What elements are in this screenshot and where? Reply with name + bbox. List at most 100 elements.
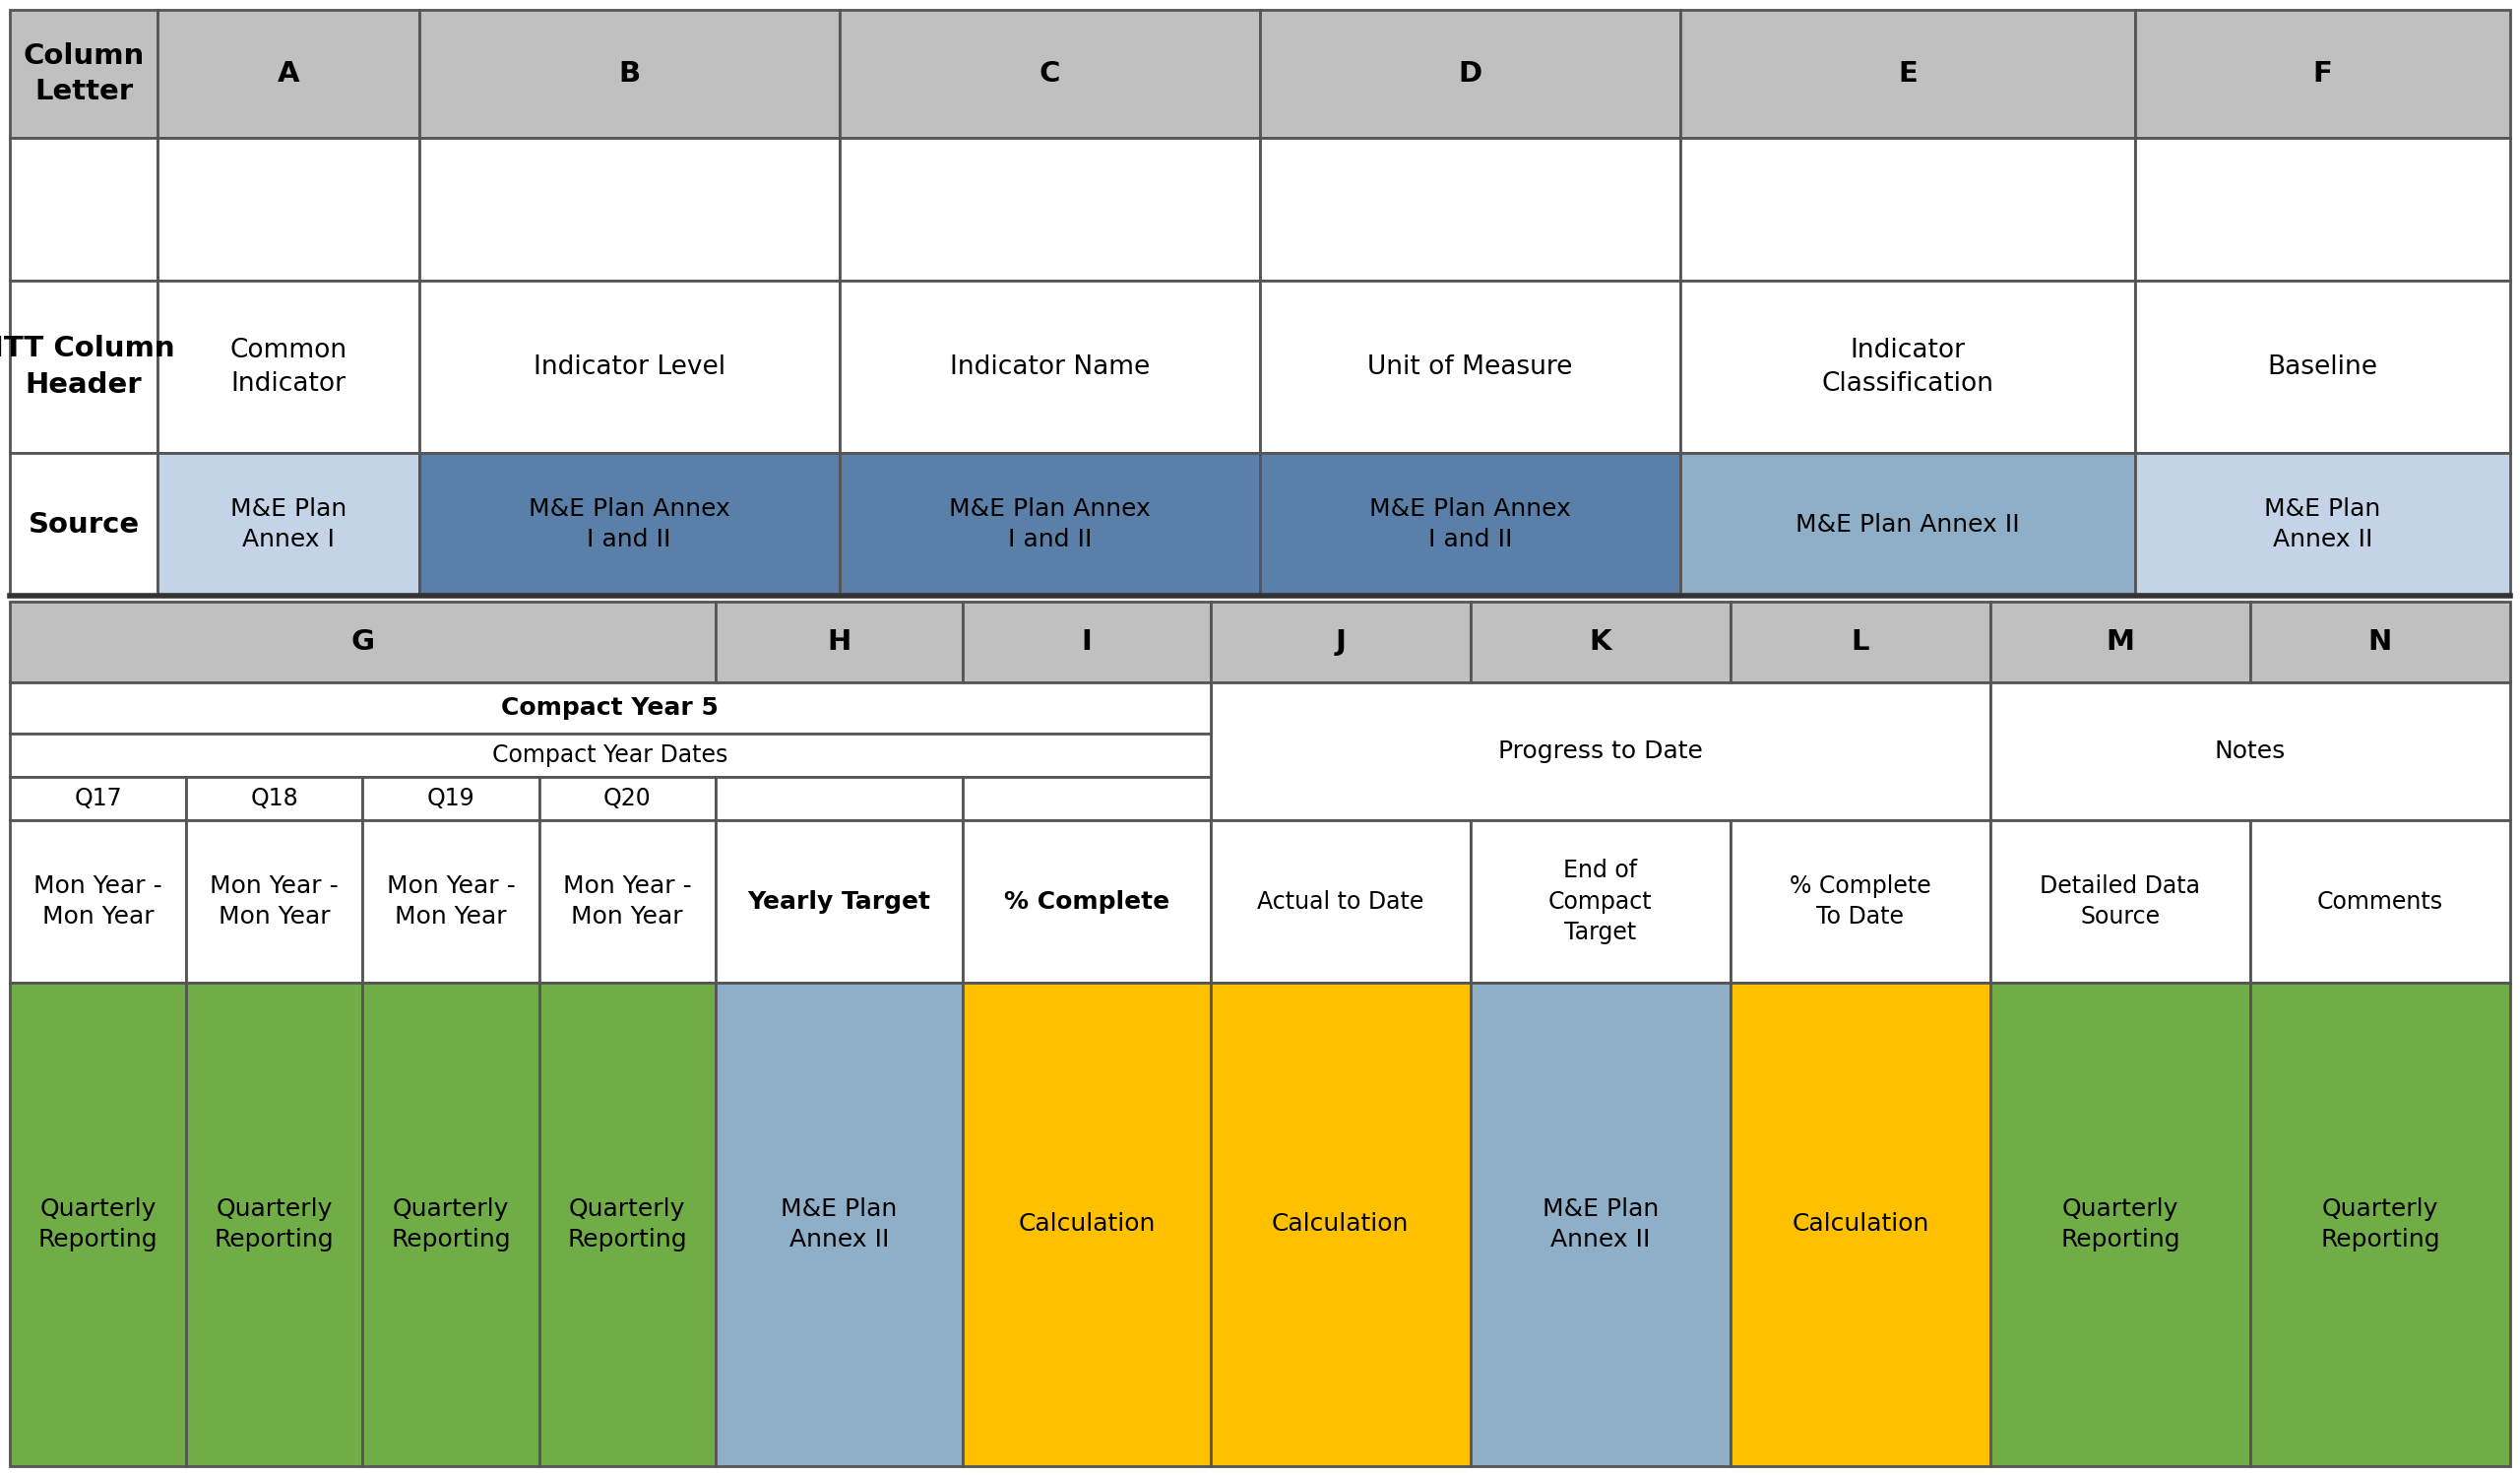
Text: Source: Source xyxy=(28,511,139,539)
Bar xyxy=(1991,682,2510,821)
Bar xyxy=(716,821,963,983)
Text: Quarterly
Reporting: Quarterly Reporting xyxy=(214,1197,335,1252)
Text: Mon Year -
Mon Year: Mon Year - Mon Year xyxy=(562,874,690,928)
Bar xyxy=(186,821,363,983)
Bar xyxy=(1731,983,1991,1466)
Bar xyxy=(539,776,716,821)
Bar xyxy=(539,983,716,1466)
Bar xyxy=(10,602,716,682)
Text: Compact Year 5: Compact Year 5 xyxy=(501,697,718,720)
Text: Q18: Q18 xyxy=(249,787,297,810)
Bar xyxy=(159,280,418,453)
Text: Calculation: Calculation xyxy=(1018,1213,1154,1237)
Bar xyxy=(716,776,963,821)
Bar xyxy=(10,453,159,596)
Text: ITT Column
Header: ITT Column Header xyxy=(0,335,174,399)
Text: Indicator Level: Indicator Level xyxy=(534,354,726,379)
Bar xyxy=(1210,602,1472,682)
Text: Calculation: Calculation xyxy=(1792,1213,1928,1237)
Bar xyxy=(1681,10,2134,137)
Bar xyxy=(1681,453,2134,596)
Text: Quarterly
Reporting: Quarterly Reporting xyxy=(2061,1197,2180,1252)
Bar xyxy=(1991,821,2250,983)
Text: J: J xyxy=(1336,629,1346,655)
Text: L: L xyxy=(1852,629,1870,655)
Text: M&E Plan
Annex II: M&E Plan Annex II xyxy=(781,1197,897,1252)
Text: H: H xyxy=(827,629,852,655)
Text: I: I xyxy=(1081,629,1091,655)
Text: Common
Indicator: Common Indicator xyxy=(229,337,348,397)
Bar xyxy=(1260,280,1681,453)
Bar xyxy=(363,821,539,983)
Bar xyxy=(10,10,159,137)
Text: Calculation: Calculation xyxy=(1273,1213,1409,1237)
Bar xyxy=(2134,280,2510,453)
Bar xyxy=(539,821,716,983)
Text: Quarterly
Reporting: Quarterly Reporting xyxy=(38,1197,159,1252)
Bar xyxy=(1681,280,2134,453)
Text: A: A xyxy=(277,61,300,87)
Bar xyxy=(839,280,1260,453)
Bar xyxy=(10,821,186,983)
Text: E: E xyxy=(1898,61,1918,87)
Text: Mon Year -
Mon Year: Mon Year - Mon Year xyxy=(33,874,161,928)
Bar xyxy=(159,10,418,137)
Text: F: F xyxy=(2313,61,2334,87)
Bar xyxy=(186,983,363,1466)
Bar xyxy=(418,453,839,596)
Bar xyxy=(418,280,839,453)
Text: Unit of Measure: Unit of Measure xyxy=(1368,354,1572,379)
Text: Indicator Name: Indicator Name xyxy=(950,354,1149,379)
Bar xyxy=(963,821,1210,983)
Text: M&E Plan Annex
I and II: M&E Plan Annex I and II xyxy=(529,497,731,552)
Bar xyxy=(2134,10,2510,137)
Text: M&E Plan Annex II: M&E Plan Annex II xyxy=(1797,512,2021,536)
Text: Actual to Date: Actual to Date xyxy=(1257,890,1424,914)
Bar xyxy=(1681,137,2134,280)
Text: M: M xyxy=(2107,629,2134,655)
Text: Baseline: Baseline xyxy=(2268,354,2379,379)
Bar xyxy=(159,137,418,280)
Bar xyxy=(363,776,539,821)
Bar xyxy=(2250,983,2510,1466)
Text: B: B xyxy=(617,61,640,87)
Bar xyxy=(10,776,186,821)
Bar xyxy=(963,776,1210,821)
Text: Progress to Date: Progress to Date xyxy=(1497,739,1704,763)
Bar xyxy=(10,983,186,1466)
Bar xyxy=(1731,821,1991,983)
Bar xyxy=(1260,137,1681,280)
Text: End of
Compact
Target: End of Compact Target xyxy=(1547,859,1653,945)
Bar xyxy=(963,983,1210,1466)
Text: Mon Year -
Mon Year: Mon Year - Mon Year xyxy=(209,874,338,928)
Text: Compact Year Dates: Compact Year Dates xyxy=(491,744,728,768)
Text: M&E Plan
Annex II: M&E Plan Annex II xyxy=(2265,497,2381,552)
Bar xyxy=(716,602,963,682)
Bar xyxy=(1260,453,1681,596)
Bar xyxy=(1731,602,1991,682)
Bar xyxy=(1991,983,2250,1466)
Text: Quarterly
Reporting: Quarterly Reporting xyxy=(391,1197,512,1252)
Text: Mon Year -
Mon Year: Mon Year - Mon Year xyxy=(386,874,514,928)
Bar xyxy=(186,776,363,821)
Text: M&E Plan Annex
I and II: M&E Plan Annex I and II xyxy=(1368,497,1570,552)
Text: Column
Letter: Column Letter xyxy=(23,41,144,106)
Bar xyxy=(10,682,1210,734)
Text: M&E Plan
Annex I: M&E Plan Annex I xyxy=(229,497,345,552)
Text: N: N xyxy=(2369,629,2391,655)
Text: % Complete: % Complete xyxy=(1003,890,1169,914)
Bar xyxy=(1260,10,1681,137)
Bar xyxy=(418,137,839,280)
Bar xyxy=(839,453,1260,596)
Text: M&E Plan Annex
I and II: M&E Plan Annex I and II xyxy=(950,497,1152,552)
Bar xyxy=(1210,983,1472,1466)
Text: Indicator
Classification: Indicator Classification xyxy=(1822,337,1993,397)
Bar xyxy=(1472,602,1731,682)
Bar xyxy=(10,137,159,280)
Text: Comments: Comments xyxy=(2316,890,2444,914)
Text: % Complete
To Date: % Complete To Date xyxy=(1789,874,1930,928)
Bar xyxy=(716,983,963,1466)
Bar xyxy=(10,280,159,453)
Text: D: D xyxy=(1459,61,1482,87)
Text: Quarterly
Reporting: Quarterly Reporting xyxy=(2321,1197,2439,1252)
